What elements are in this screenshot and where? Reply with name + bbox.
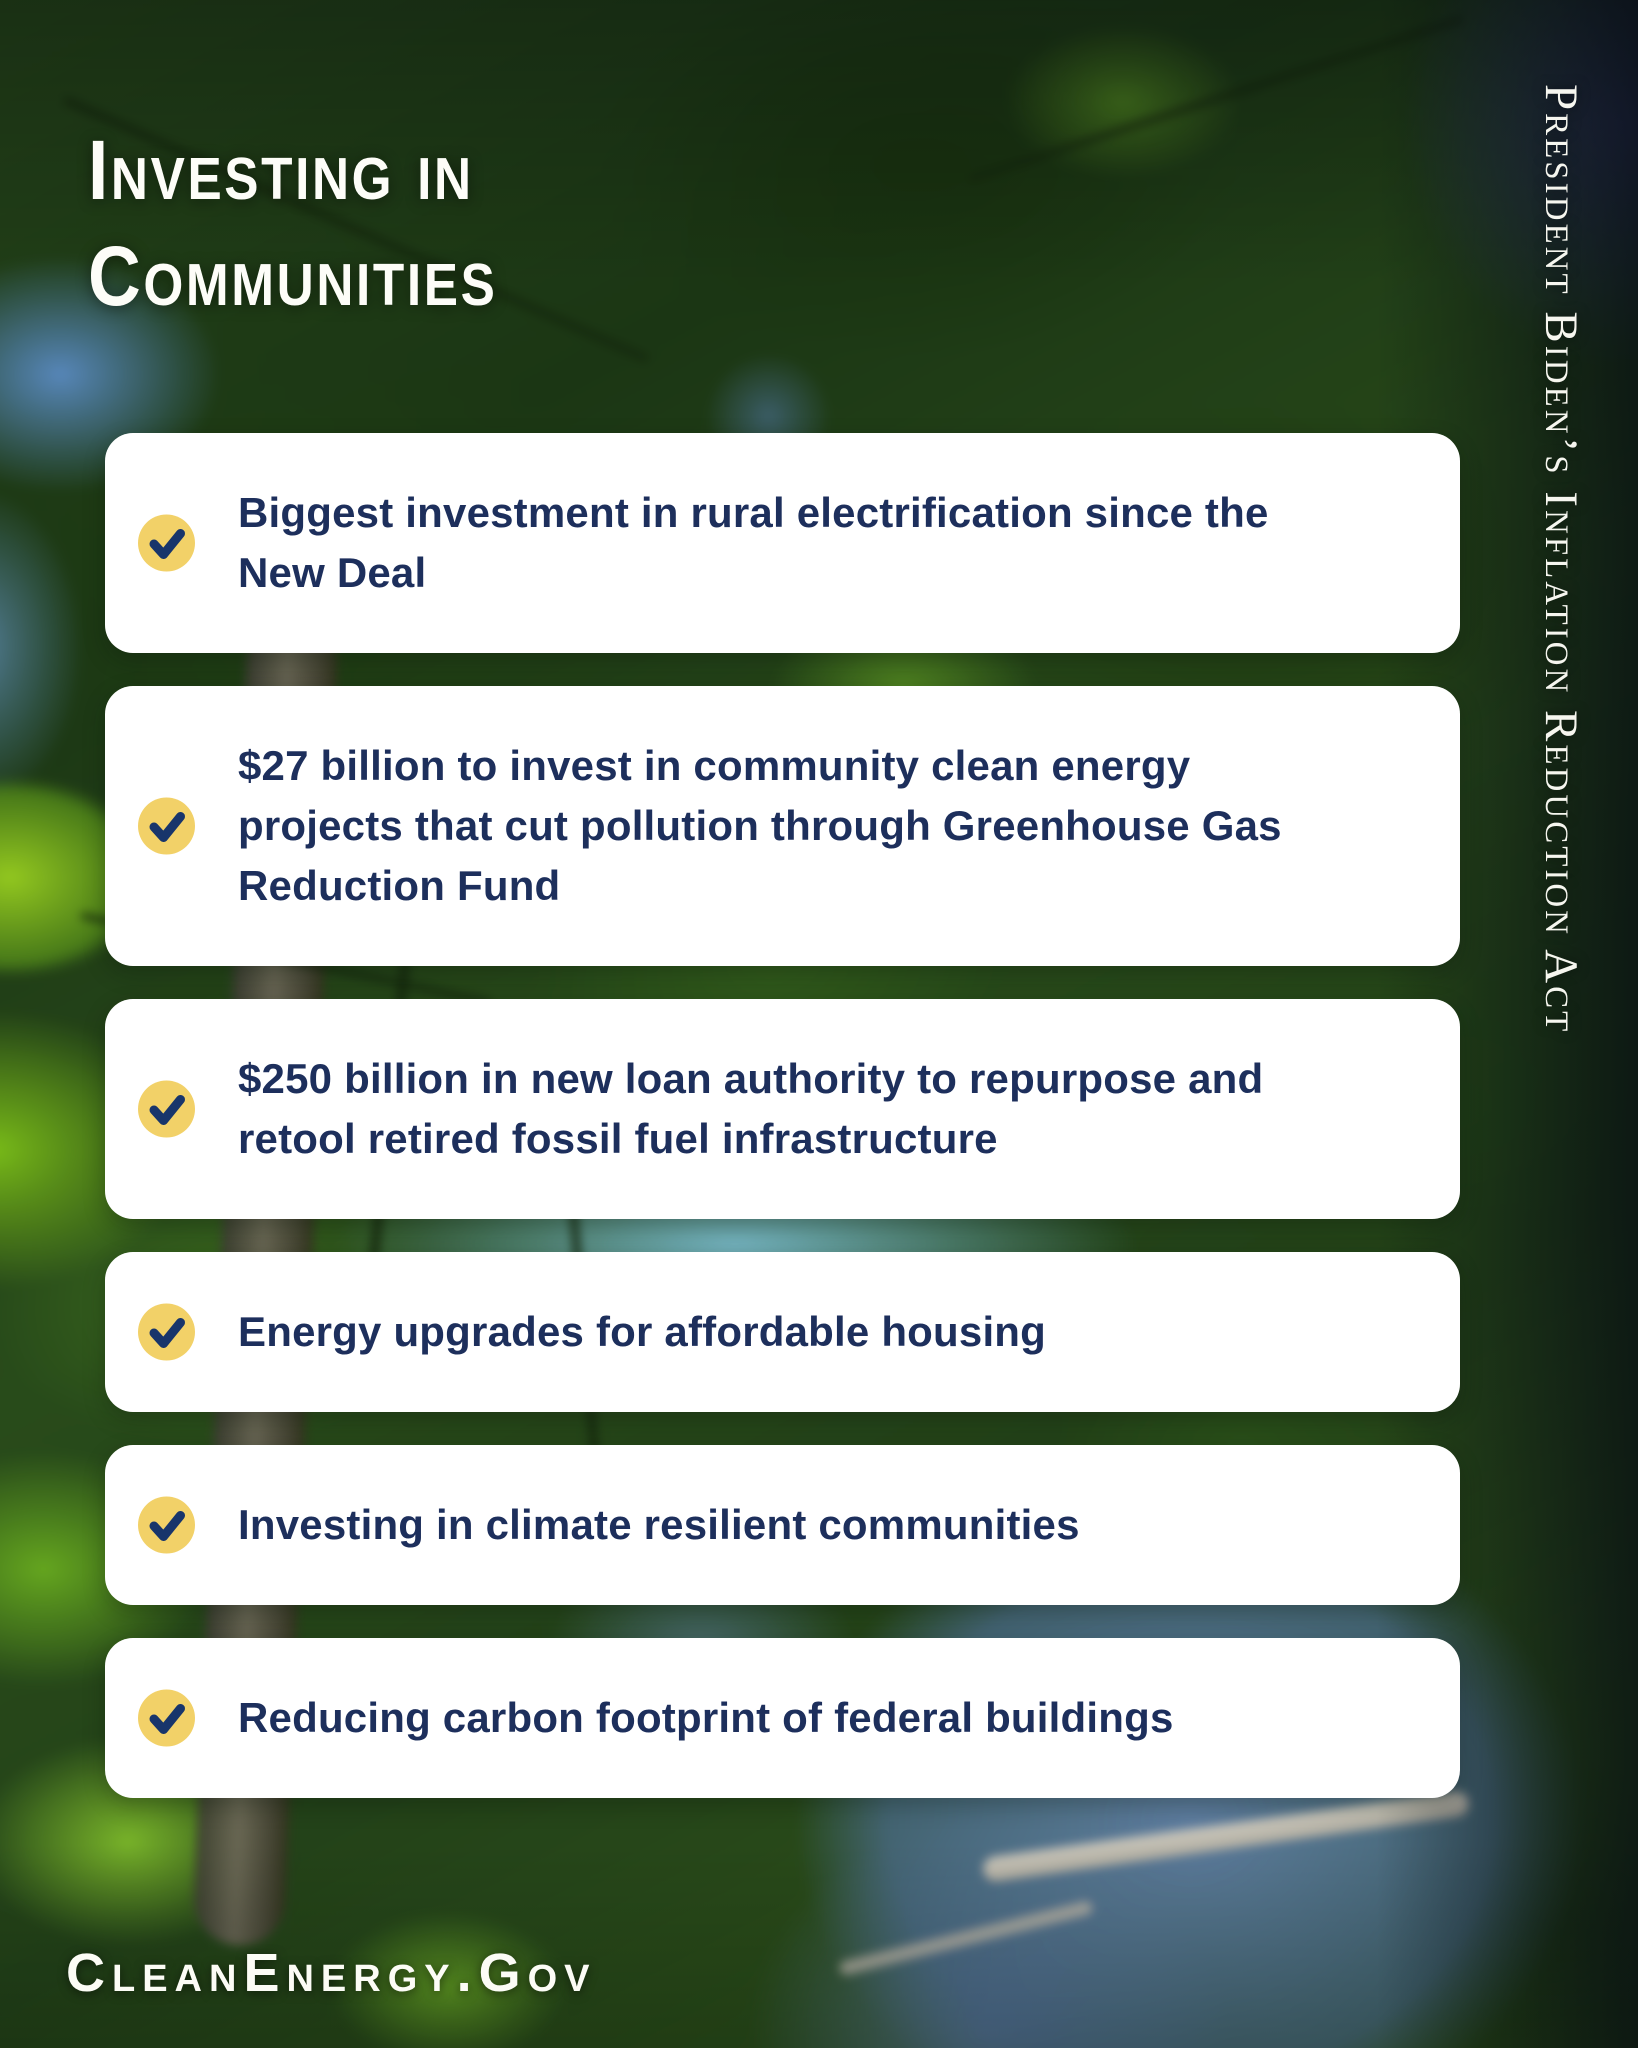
check-icon (138, 514, 195, 572)
benefit-text: Investing in climate resilient communiti… (238, 1501, 1080, 1548)
benefits-list: Biggest investment in rural electrificat… (105, 433, 1460, 1798)
benefit-card: Energy upgrades for affordable housing (105, 1252, 1460, 1412)
website-url: CleanEnergy.Gov (66, 1943, 597, 2003)
benefit-card: $27 billion to invest in community clean… (105, 686, 1460, 966)
page-title-line1: Investing in (88, 123, 474, 217)
benefit-text: $250 billion in new loan authority to re… (238, 1055, 1264, 1162)
benefit-card: Investing in climate resilient communiti… (105, 1445, 1460, 1605)
sidebar-tagline: President Biden’s Inflation Reduction Ac… (1535, 84, 1587, 1035)
benefit-card: $250 billion in new loan authority to re… (105, 999, 1460, 1219)
check-icon (138, 1496, 195, 1554)
page-title: Investing in Communities (88, 118, 497, 330)
benefit-card: Reducing carbon footprint of federal bui… (105, 1638, 1460, 1798)
check-icon (138, 797, 195, 855)
check-icon (138, 1303, 195, 1361)
benefit-card: Biggest investment in rural electrificat… (105, 433, 1460, 653)
benefit-text: Energy upgrades for affordable housing (238, 1308, 1047, 1355)
page-title-line2: Communities (88, 228, 498, 323)
check-icon (138, 1080, 195, 1138)
benefit-text: $27 billion to invest in community clean… (238, 742, 1282, 909)
benefit-text: Reducing carbon footprint of federal bui… (238, 1694, 1174, 1741)
check-icon (138, 1689, 195, 1747)
benefit-text: Biggest investment in rural electrificat… (238, 489, 1269, 596)
